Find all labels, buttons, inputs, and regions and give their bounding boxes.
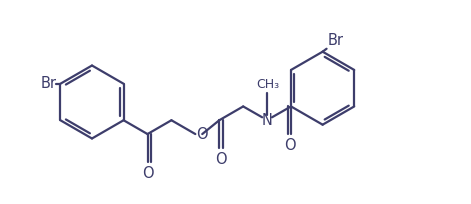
Text: O: O	[215, 152, 227, 167]
Text: Br: Br	[327, 33, 343, 48]
Text: O: O	[284, 138, 296, 153]
Text: CH₃: CH₃	[257, 78, 280, 91]
Text: Br: Br	[41, 76, 57, 91]
Text: N: N	[262, 113, 273, 128]
Text: O: O	[196, 126, 208, 142]
Text: O: O	[142, 166, 154, 181]
